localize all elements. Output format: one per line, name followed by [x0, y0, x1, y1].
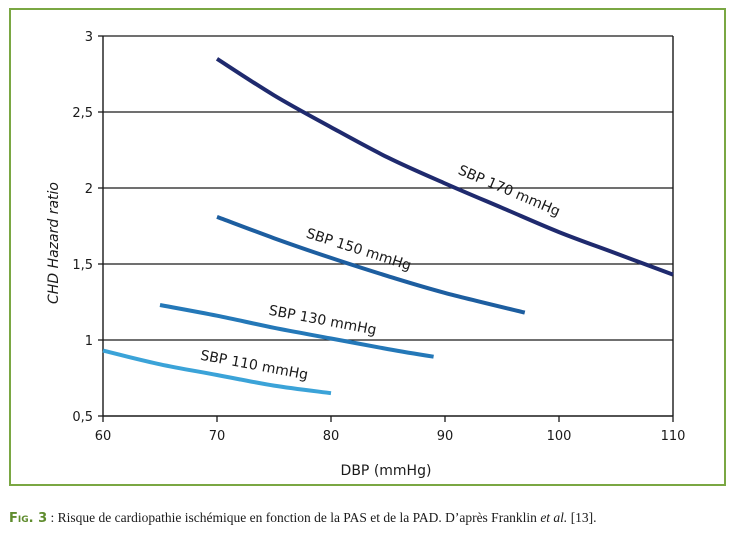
- caption-reference: [13].: [567, 510, 597, 525]
- x-tick-label: 60: [95, 429, 112, 444]
- series-line-sbp-170-mmhg: [215, 57, 674, 277]
- series-line-sbp-110-mmhg: [102, 348, 332, 396]
- chart-frame: 0,5 1 1,5 2 2,5 3 60 70 80 90 100 110 SBP 170 mmHg…: [9, 8, 726, 486]
- caption-figure-label: Fig. 3: [9, 511, 48, 526]
- x-axis-title: DBP (mmHg): [341, 463, 432, 479]
- y-tick-label: 1: [85, 334, 93, 349]
- y-tick-label: 1,5: [72, 258, 93, 273]
- chart-svg: 0,511,522,53 60 70 80 90 100 110 SBP 170 mmHg…: [46, 30, 686, 479]
- caption-authors: et al.: [540, 510, 568, 525]
- x-tick-labels: 60 70 80 90 100 110: [95, 429, 686, 444]
- figure-caption: Fig. 3 : Risque de cardiopathie ischémiq…: [9, 510, 734, 526]
- y-tick-label: 3: [85, 30, 93, 45]
- series-line-sbp-150-mmhg: [216, 215, 526, 315]
- caption-separator: :: [47, 510, 58, 525]
- x-tick-label: 80: [323, 429, 340, 444]
- y-tick-label: 0,5: [72, 410, 93, 425]
- axes: [98, 35, 674, 422]
- series-line-sbp-130-mmhg: [159, 303, 434, 359]
- series-label: SBP 130 mmHg: [267, 303, 377, 339]
- series-label: SBP 110 mmHg: [199, 348, 309, 384]
- grid-lines: [103, 35, 673, 341]
- y-tick-label: 2,5: [72, 106, 93, 121]
- y-axis-title: CHD Hazard ratio: [46, 182, 62, 304]
- y-tick-labels: 0,5 1 1,5 2 2,5 3: [72, 30, 93, 425]
- x-tick-label: 100: [547, 429, 572, 444]
- x-tick-label: 70: [209, 429, 226, 444]
- caption-text: Risque de cardiopathie ischémique en fon…: [57, 510, 541, 525]
- series-lines: [102, 57, 674, 396]
- x-tick-label: 110: [661, 429, 686, 444]
- y-tick-label: 2: [85, 182, 93, 197]
- x-tick-label: 90: [437, 429, 454, 444]
